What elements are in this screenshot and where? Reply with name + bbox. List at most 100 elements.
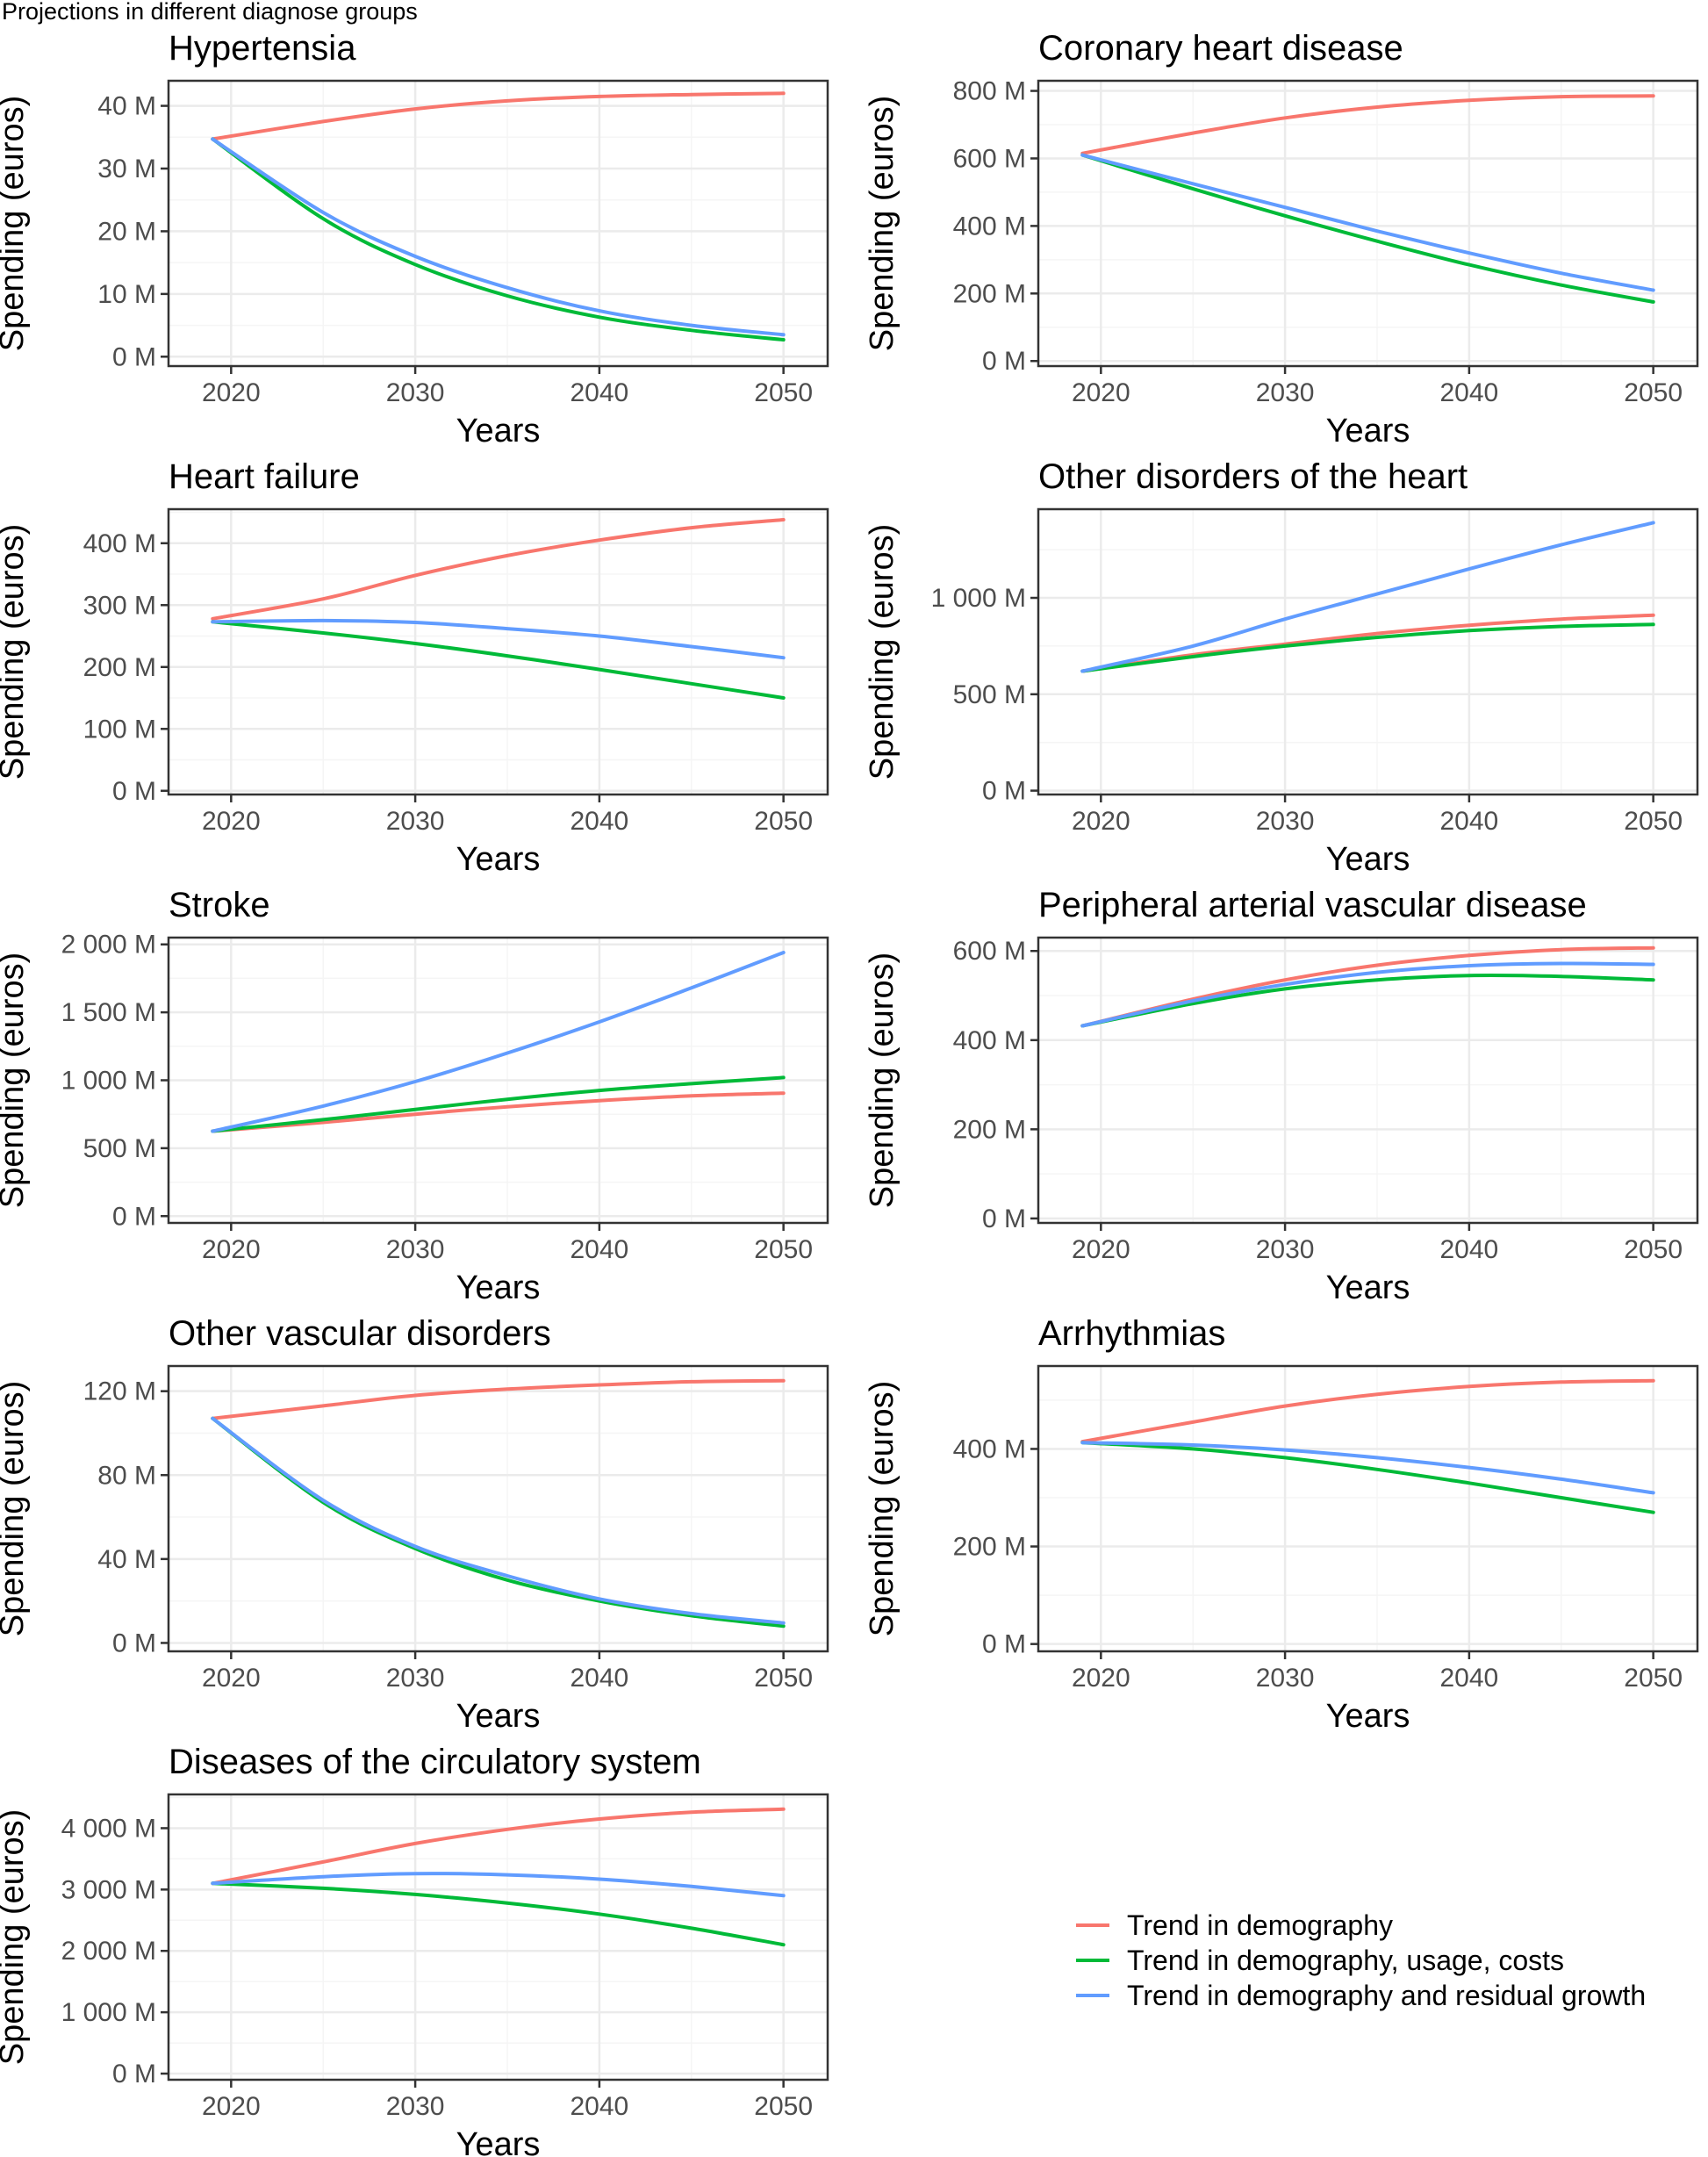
- series-line-demography-residual: [211, 1416, 786, 1625]
- series-line-demography: [211, 1091, 786, 1133]
- y-tick-label: 0 M: [982, 1204, 1026, 1233]
- series-line-demography: [211, 91, 786, 141]
- y-tick-label: 0 M: [982, 347, 1026, 376]
- plot-background: [169, 81, 828, 366]
- x-tick-label: 2030: [386, 378, 445, 407]
- y-tick-label: 30 M: [97, 155, 156, 183]
- panel-coronary-heart-disease: Coronary heart disease 2020 2030 2040 2050 0 …: [864, 29, 1699, 449]
- x-tick-label: 2030: [1256, 1235, 1315, 1264]
- legend: Trend in demography Trend in demography, …: [1076, 1909, 1646, 2011]
- x-axis-title: Years: [456, 841, 541, 878]
- panel-title: Stroke: [169, 886, 270, 924]
- x-tick-label: 2030: [386, 2092, 445, 2121]
- panel-border: [1037, 1364, 1699, 1653]
- series-line-demography-usage-costs: [211, 620, 786, 700]
- panel-stroke: Stroke 2020 2030 2040 2050 0 M 500 M 1 000 M 1 5…: [0, 886, 829, 1306]
- y-tick-label: 300 M: [83, 591, 156, 620]
- plot-background: [169, 1794, 828, 2080]
- panel-title: Coronary heart disease: [1038, 29, 1403, 68]
- series-line-demography-usage-costs: [1080, 622, 1655, 673]
- x-tick-label: 2020: [202, 807, 261, 836]
- y-tick-label: 0 M: [112, 1629, 156, 1657]
- y-tick-label: 200 M: [953, 279, 1026, 308]
- series-line-demography-residual: [1080, 961, 1655, 1028]
- panel-other-disorders-of-the-heart: Other disorders of the heart 2020 2030 2040…: [864, 457, 1699, 878]
- panel-hypertensia: Hypertensia 2020 2030 2040 2050 0 M 10 M 20 M 30…: [0, 29, 829, 449]
- y-tick-label: 100 M: [83, 715, 156, 744]
- x-tick-label: 2040: [1440, 1235, 1499, 1264]
- series-line-demography: [211, 1807, 786, 1886]
- y-tick-label: 400 M: [83, 529, 156, 558]
- y-axis-title: Spending (euros): [0, 953, 31, 1209]
- y-tick-label: 2 000 M: [61, 931, 156, 960]
- x-tick-label: 2040: [1440, 1664, 1499, 1693]
- y-tick-label: 400 M: [953, 1434, 1026, 1463]
- x-tick-label: 2020: [202, 1235, 261, 1264]
- y-tick-label: 0 M: [112, 2060, 156, 2089]
- x-tick-label: 2050: [1624, 1235, 1683, 1264]
- series-line-demography-residual: [211, 618, 786, 660]
- y-tick-label: 3 000 M: [61, 1875, 156, 1904]
- x-tick-label: 2050: [754, 807, 813, 836]
- x-axis-title: Years: [1326, 1269, 1410, 1306]
- y-axis-title: Spending (euros): [0, 1381, 31, 1637]
- series-line-demography-residual: [1080, 521, 1655, 673]
- x-tick-label: 2040: [571, 807, 629, 836]
- y-axis-title: Spending (euros): [864, 524, 901, 780]
- panel-border: [167, 1364, 829, 1653]
- series-line-demography-usage-costs: [211, 1075, 786, 1133]
- panel-arrhythmias: Arrhythmias 2020 2030 2040 2050 0 M 200 M 400 M…: [864, 1314, 1699, 1735]
- panel-title: Other disorders of the heart: [1038, 457, 1468, 496]
- y-tick-label: 600 M: [953, 144, 1026, 173]
- series-line-demography-usage-costs: [211, 1881, 786, 1947]
- y-tick-label: 500 M: [953, 680, 1026, 709]
- panel-peripheral-arterial-vascular-disease: Peripheral arterial vascular disease 2020…: [864, 886, 1699, 1306]
- series-line-demography-usage-costs: [1080, 1441, 1655, 1514]
- series-line-demography-residual: [211, 951, 786, 1133]
- y-axis-title: Spending (euros): [864, 1381, 901, 1637]
- panel-title: Hypertensia: [169, 29, 356, 68]
- plot-background: [169, 1366, 828, 1651]
- y-axis-title: Spending (euros): [864, 96, 901, 352]
- x-tick-label: 2030: [386, 1235, 445, 1264]
- x-tick-label: 2030: [1256, 807, 1315, 836]
- x-axis-title: Years: [1326, 413, 1410, 449]
- x-tick-label: 2020: [1072, 378, 1130, 407]
- plot-background: [1038, 81, 1697, 366]
- panel-title: Heart failure: [169, 457, 360, 496]
- x-axis-title: Years: [456, 1269, 541, 1306]
- y-tick-label: 0 M: [112, 1202, 156, 1231]
- x-tick-label: 2040: [571, 378, 629, 407]
- panel-other-vascular-disorders: Other vascular disorders 2020 2030 2040 2050…: [0, 1314, 829, 1735]
- panel-border: [1037, 936, 1699, 1225]
- y-tick-label: 0 M: [112, 342, 156, 371]
- plot-background: [1038, 1366, 1697, 1651]
- series-line-demography: [211, 518, 786, 621]
- y-tick-label: 2 000 M: [61, 1937, 156, 1966]
- panel-title: Other vascular disorders: [169, 1314, 551, 1353]
- series-line-demography-usage-costs: [1080, 153, 1655, 304]
- x-tick-label: 2040: [1440, 378, 1499, 407]
- panel-border: [1037, 507, 1699, 796]
- panel-border: [167, 1793, 829, 2082]
- panel-heart-failure: Heart failure 2020 2030 2040 2050 0 M 100 M 200…: [0, 457, 829, 878]
- x-axis-title: Years: [1326, 1698, 1410, 1735]
- y-tick-label: 20 M: [97, 217, 156, 246]
- series-line-demography-usage-costs: [1080, 973, 1655, 1028]
- series-line-demography-residual: [1080, 1441, 1655, 1495]
- x-tick-label: 2030: [1256, 1664, 1315, 1693]
- series-line-demography-residual: [211, 137, 786, 337]
- series-line-demography: [211, 1378, 786, 1420]
- series-line-demography-residual: [1080, 153, 1655, 292]
- panel-title: Diseases of the circulatory system: [169, 1743, 701, 1781]
- y-tick-label: 1 000 M: [61, 1067, 156, 1096]
- y-tick-label: 200 M: [953, 1115, 1026, 1144]
- x-axis-title: Years: [456, 413, 541, 449]
- x-tick-label: 2030: [386, 807, 445, 836]
- y-axis-title: Spending (euros): [0, 524, 31, 780]
- plot-background: [1038, 509, 1697, 794]
- x-tick-label: 2040: [1440, 807, 1499, 836]
- y-tick-label: 120 M: [83, 1377, 156, 1406]
- x-tick-label: 2020: [1072, 1664, 1130, 1693]
